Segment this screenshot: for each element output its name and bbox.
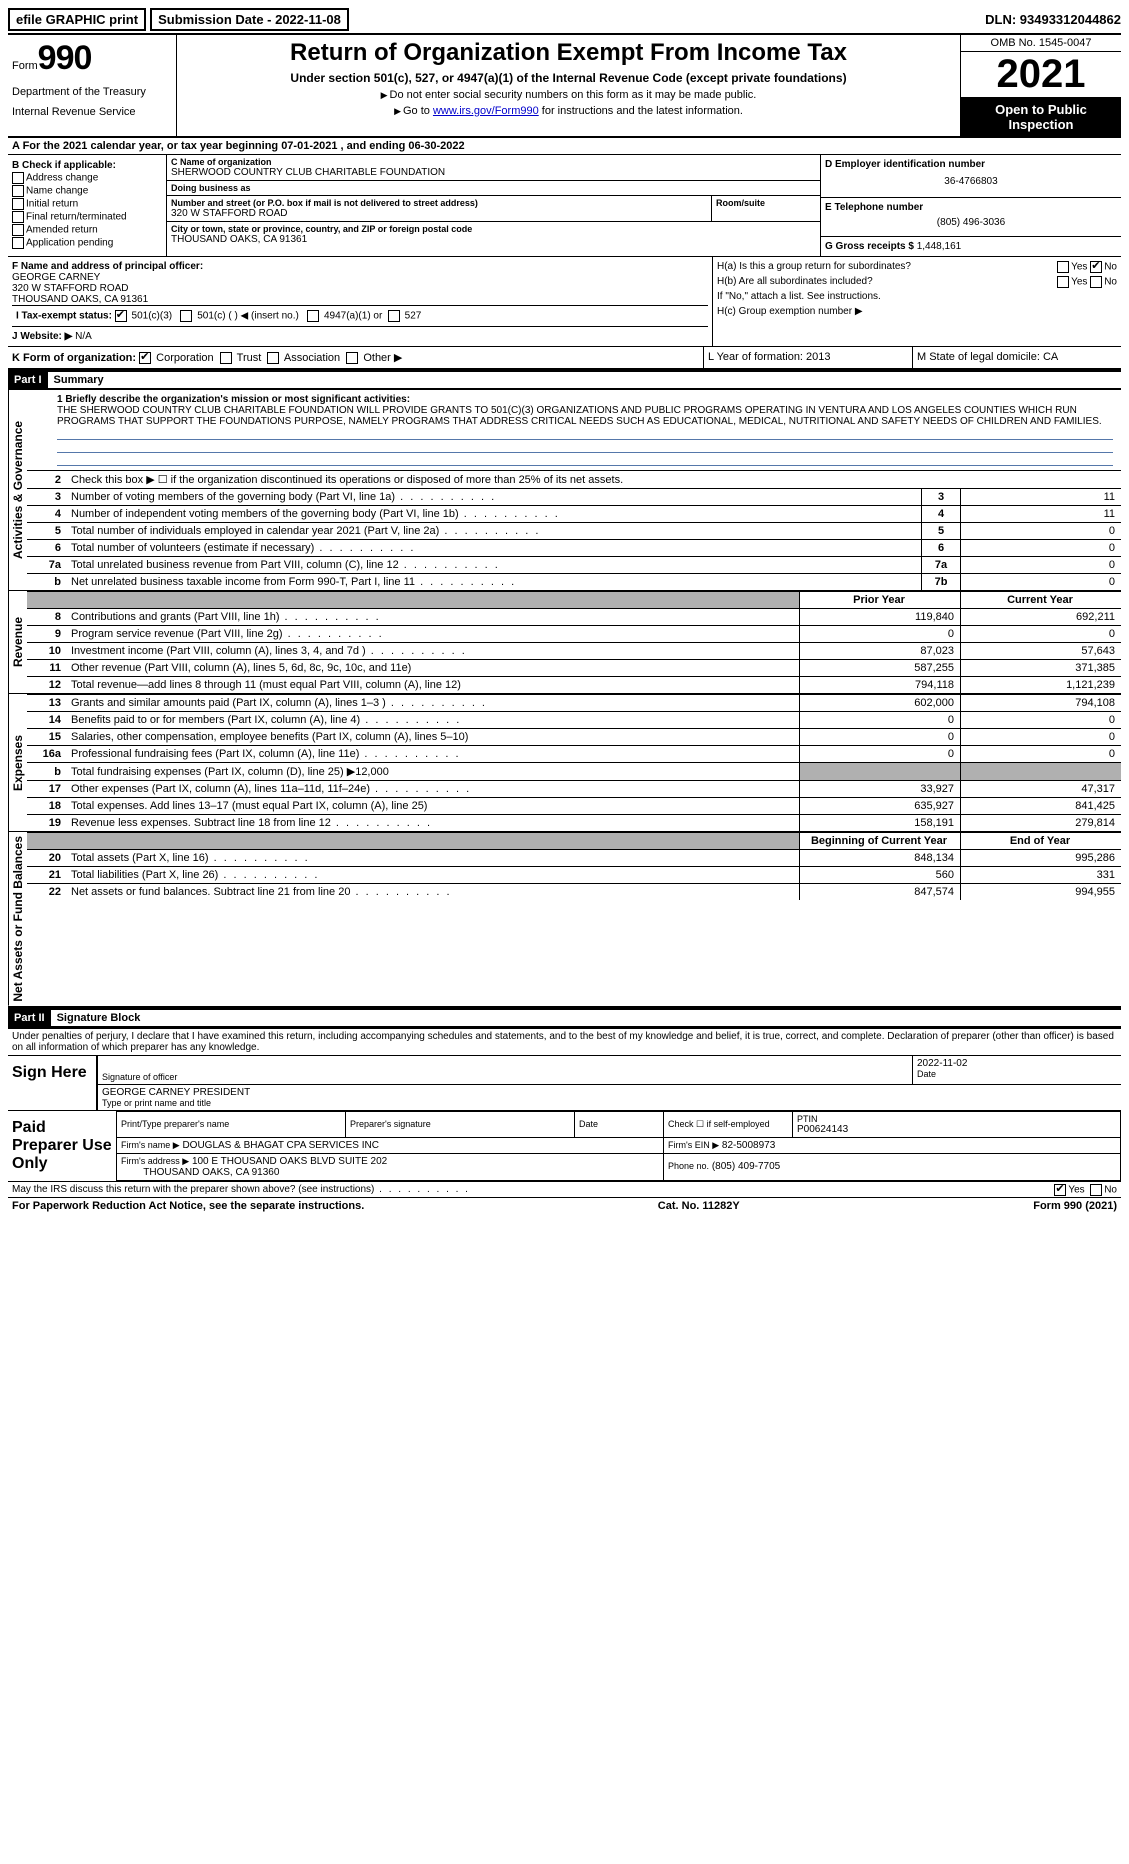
state-domicile: M State of legal domicile: CA bbox=[912, 347, 1121, 368]
officer-name: GEORGE CARNEY bbox=[12, 272, 708, 283]
open-to-public: Open to Public Inspection bbox=[961, 98, 1121, 136]
return-title: Return of Organization Exempt From Incom… bbox=[185, 39, 952, 67]
column-c: C Name of organization SHERWOOD COUNTRY … bbox=[167, 155, 820, 256]
part-i-bar: Part I Summary bbox=[8, 370, 1121, 389]
dept-treasury: Department of the Treasury bbox=[12, 86, 172, 98]
city-state-zip: THOUSAND OAKS, CA 91361 bbox=[171, 234, 816, 245]
gross-receipts: 1,448,161 bbox=[917, 241, 962, 252]
row-klm: K Form of organization: Corporation Trus… bbox=[8, 347, 1121, 370]
signature-block: Under penalties of perjury, I declare th… bbox=[8, 1027, 1121, 1197]
year-formation: L Year of formation: 2013 bbox=[703, 347, 912, 368]
goto-note: Go to www.irs.gov/Form990 for instructio… bbox=[185, 105, 952, 117]
net-assets-section: Net Assets or Fund Balances Beginning of… bbox=[8, 831, 1121, 1008]
omb-number: OMB No. 1545-0047 bbox=[961, 35, 1121, 52]
tax-year: 2021 bbox=[961, 52, 1121, 98]
footer: For Paperwork Reduction Act Notice, see … bbox=[8, 1197, 1121, 1214]
preparer-phone: (805) 409-7705 bbox=[712, 1161, 780, 1172]
officer-printed-name: GEORGE CARNEY PRESIDENT bbox=[102, 1087, 1117, 1098]
org-name: SHERWOOD COUNTRY CLUB CHARITABLE FOUNDAT… bbox=[171, 167, 816, 178]
row-a-tax-year: A For the 2021 calendar year, or tax yea… bbox=[8, 138, 1121, 155]
dln: DLN: 93493312044862 bbox=[985, 12, 1121, 27]
identity-block: B Check if applicable: Address change Na… bbox=[8, 155, 1121, 257]
form-label: Form bbox=[12, 60, 38, 72]
efile-button[interactable]: efile GRAPHIC print bbox=[8, 8, 146, 31]
website: N/A bbox=[75, 331, 92, 342]
street-address: 320 W STAFFORD ROAD bbox=[171, 208, 707, 219]
firm-ein: 82-5008973 bbox=[722, 1140, 775, 1151]
part-ii-bar: Part II Signature Block bbox=[8, 1008, 1121, 1027]
ein: 36-4766803 bbox=[825, 170, 1117, 193]
expenses-section: Expenses 13Grants and similar amounts pa… bbox=[8, 693, 1121, 831]
column-b: B Check if applicable: Address change Na… bbox=[8, 155, 167, 256]
ssn-note: Do not enter social security numbers on … bbox=[185, 89, 952, 101]
officer-city: THOUSAND OAKS, CA 91361 bbox=[12, 294, 708, 305]
submission-date: Submission Date - 2022-11-08 bbox=[150, 8, 349, 31]
activities-governance: Activities & Governance 1 Briefly descri… bbox=[8, 389, 1121, 590]
telephone: (805) 496-3036 bbox=[825, 213, 1117, 232]
return-subtitle: Under section 501(c), 527, or 4947(a)(1)… bbox=[185, 71, 952, 85]
top-bar: efile GRAPHIC print Submission Date - 20… bbox=[8, 8, 1121, 35]
mission-text: THE SHERWOOD COUNTRY CLUB CHARITABLE FOU… bbox=[57, 405, 1113, 427]
form990-link[interactable]: www.irs.gov/Form990 bbox=[433, 105, 539, 117]
dept-irs: Internal Revenue Service bbox=[12, 106, 172, 118]
firm-address: 100 E THOUSAND OAKS BLVD SUITE 202 bbox=[192, 1156, 387, 1167]
firm-name: DOUGLAS & BHAGAT CPA SERVICES INC bbox=[182, 1140, 379, 1151]
revenue-section: Revenue Prior YearCurrent Year 8Contribu… bbox=[8, 590, 1121, 693]
form-header: Form990 Department of the Treasury Inter… bbox=[8, 35, 1121, 138]
officer-street: 320 W STAFFORD ROAD bbox=[12, 283, 708, 294]
column-d: D Employer identification number 36-4766… bbox=[820, 155, 1121, 256]
section-fgh: F Name and address of principal officer:… bbox=[8, 257, 1121, 347]
signature-date: 2022-11-02 bbox=[917, 1058, 1117, 1069]
form-number: 990 bbox=[38, 39, 92, 77]
ptin: P00624143 bbox=[797, 1124, 1116, 1135]
